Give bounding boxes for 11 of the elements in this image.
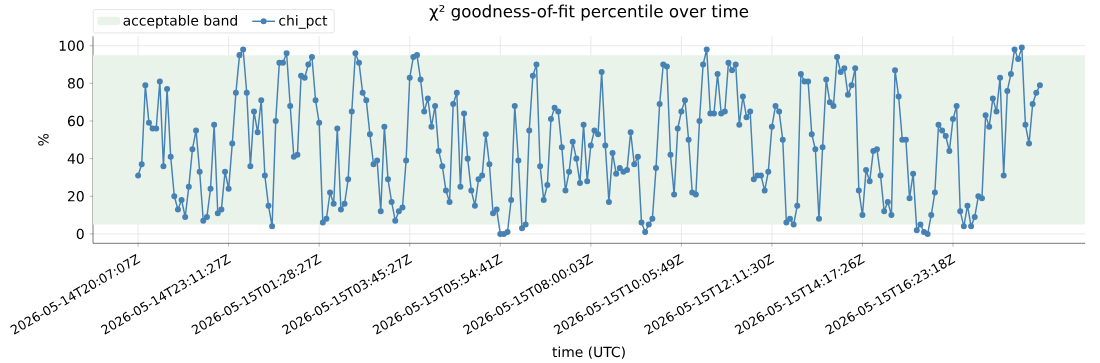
chart-title: χ² goodness-of-fit percentile over time [429, 4, 749, 21]
y-tick-label: 20 [68, 190, 84, 202]
legend-label: acceptable band [123, 14, 237, 29]
y-axis-title: % [38, 133, 49, 146]
y-tick-label: 0 [76, 228, 84, 239]
x-axis-title: time (UTC) [552, 346, 625, 359]
y-tick-label: 40 [67, 153, 84, 164]
y-tick-label: 100 [59, 40, 84, 51]
legend-label: chi_pct [279, 14, 328, 29]
y-tick-label: 60 [67, 115, 84, 127]
y-tick-label: 80 [67, 77, 84, 89]
